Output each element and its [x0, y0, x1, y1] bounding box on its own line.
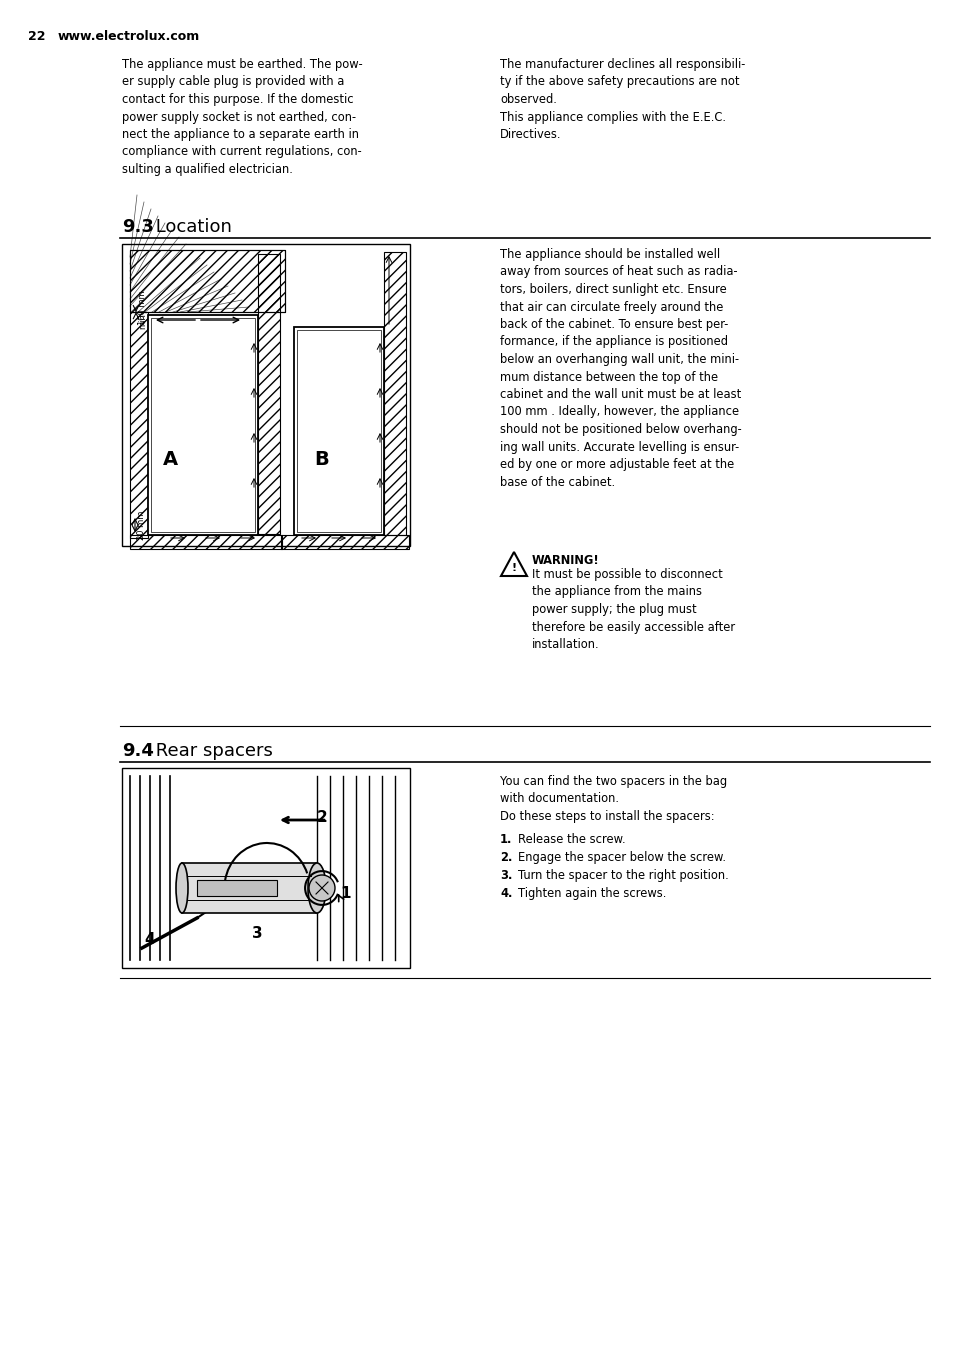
- Text: The appliance should be installed well
away from sources of heat such as radia-
: The appliance should be installed well a…: [499, 247, 741, 488]
- Bar: [148, 315, 257, 535]
- Text: Tighten again the screws.: Tighten again the screws.: [517, 887, 666, 900]
- Ellipse shape: [308, 863, 326, 913]
- Text: 22: 22: [28, 30, 46, 43]
- Bar: [182, 863, 316, 913]
- Text: 3.: 3.: [499, 869, 512, 882]
- Bar: [130, 250, 285, 312]
- Bar: [257, 254, 280, 534]
- Text: 4.: 4.: [499, 887, 512, 900]
- Text: 1.: 1.: [499, 833, 512, 846]
- Bar: [196, 880, 276, 896]
- Bar: [281, 535, 409, 549]
- Text: Turn the spacer to the right position.: Turn the spacer to the right position.: [517, 869, 728, 882]
- Text: min: min: [138, 314, 147, 329]
- Text: 9.3: 9.3: [122, 218, 153, 237]
- Text: 2: 2: [316, 810, 328, 825]
- Text: Engage the spacer below the screw.: Engage the spacer below the screw.: [517, 850, 725, 864]
- Text: 9.4: 9.4: [122, 742, 153, 760]
- Text: A: A: [163, 450, 178, 469]
- Ellipse shape: [175, 863, 188, 913]
- Text: www.electrolux.com: www.electrolux.com: [58, 30, 200, 43]
- Bar: [296, 330, 380, 531]
- Text: !: !: [511, 562, 516, 573]
- Bar: [122, 243, 410, 546]
- Text: The manufacturer declines all responsibili-
ty if the above safety precautions a: The manufacturer declines all responsibi…: [499, 58, 744, 141]
- Text: WARNING!: WARNING!: [532, 554, 599, 566]
- Text: It must be possible to disconnect
the appliance from the mains
power supply; the: It must be possible to disconnect the ap…: [532, 568, 735, 652]
- Text: 100 mm: 100 mm: [138, 291, 147, 326]
- Bar: [384, 251, 406, 535]
- Text: Location: Location: [150, 218, 232, 237]
- Text: 1: 1: [339, 886, 350, 900]
- Text: 3: 3: [252, 926, 262, 941]
- Bar: [294, 327, 384, 535]
- Text: Rear spacers: Rear spacers: [150, 742, 273, 760]
- Text: 4: 4: [144, 932, 154, 946]
- Bar: [130, 250, 285, 312]
- Text: 2.: 2.: [499, 850, 512, 864]
- Text: The appliance must be earthed. The pow-
er supply cable plug is provided with a
: The appliance must be earthed. The pow- …: [122, 58, 362, 176]
- Bar: [130, 312, 148, 538]
- Bar: [130, 535, 282, 549]
- Text: 20 mm: 20 mm: [137, 510, 146, 539]
- Bar: [122, 768, 410, 968]
- Text: B: B: [314, 450, 329, 469]
- Circle shape: [309, 875, 335, 900]
- Text: Release the screw.: Release the screw.: [517, 833, 625, 846]
- Bar: [151, 318, 254, 531]
- Text: You can find the two spacers in the bag
with documentation.
Do these steps to in: You can find the two spacers in the bag …: [499, 775, 726, 823]
